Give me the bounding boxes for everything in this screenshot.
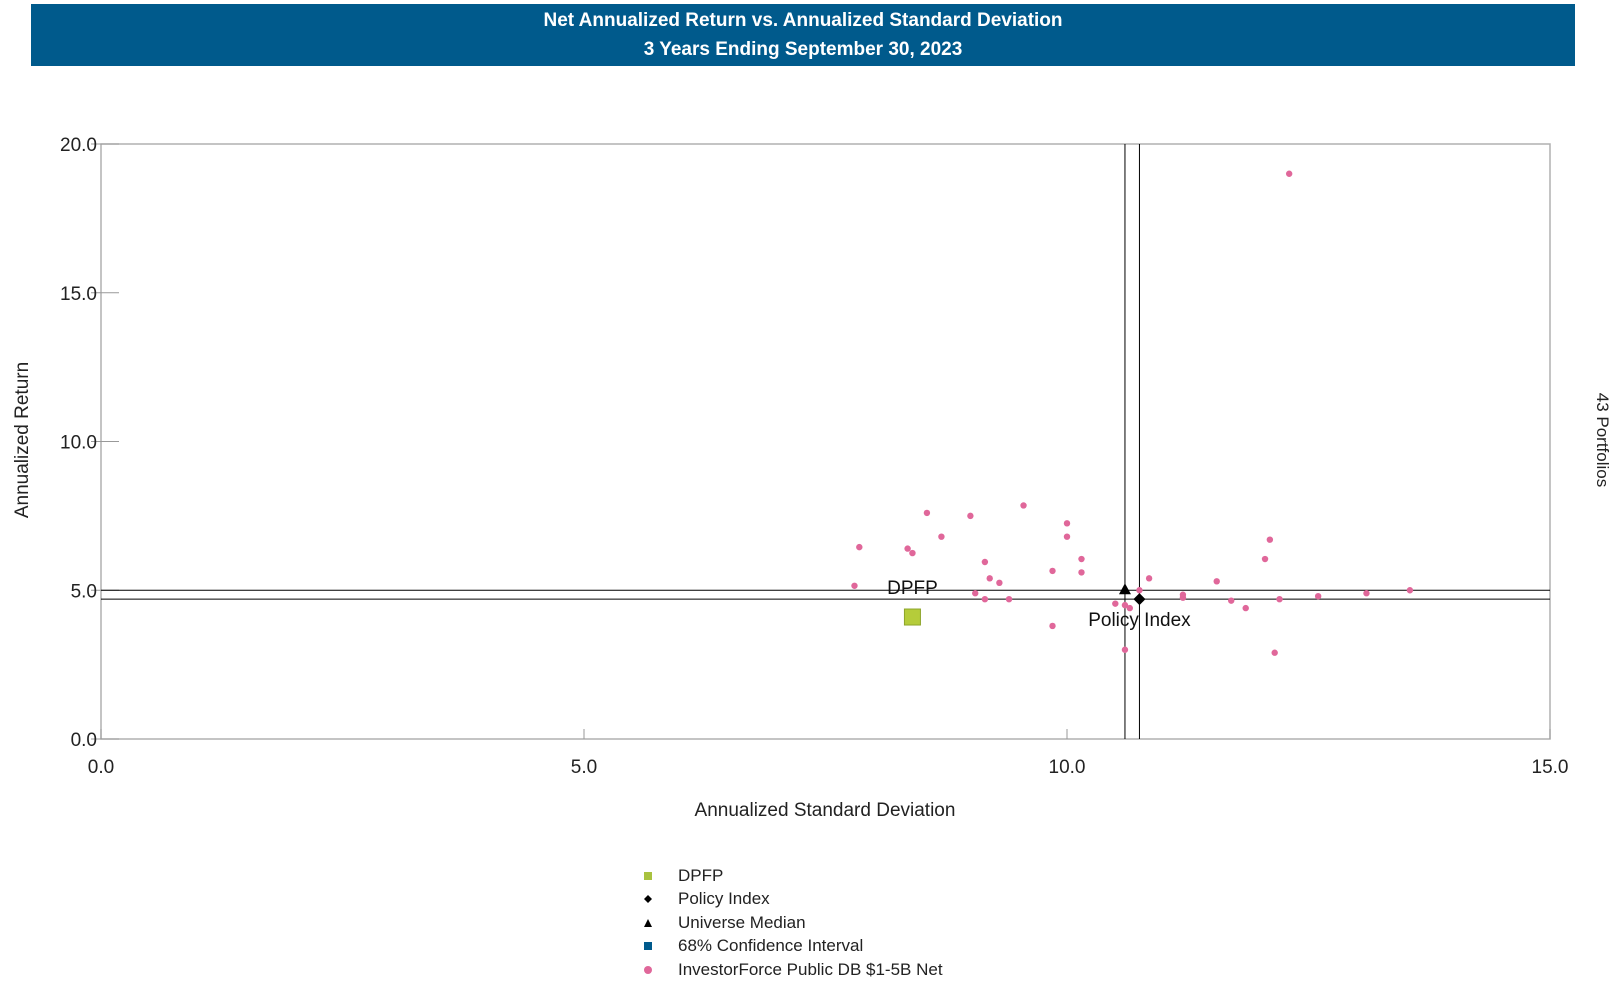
universe-point	[1363, 590, 1370, 597]
universe-median-marker	[1118, 583, 1131, 595]
policy-index-marker	[1133, 593, 1146, 606]
portfolio-count-label: 43 Portfolios	[1593, 393, 1612, 488]
y-tick-label: 20.0	[60, 135, 97, 156]
universe-point	[972, 590, 979, 597]
universe-point	[923, 509, 931, 517]
universe-point	[986, 575, 993, 582]
universe-point	[1020, 502, 1027, 509]
universe-point	[1261, 555, 1269, 563]
key-markers-layer: DPFP Policy Index	[887, 578, 1191, 631]
universe-point	[1276, 595, 1283, 603]
y-tick-label: 5.0	[71, 581, 97, 602]
y-tick-label: 10.0	[60, 433, 97, 454]
legend-item: 68% Confidence Interval	[638, 935, 943, 959]
legend-label: Universe Median	[678, 912, 806, 932]
triangle-marker-icon	[638, 916, 658, 930]
square-marker-icon	[638, 869, 658, 883]
universe-point	[1063, 533, 1071, 540]
universe-point	[1228, 597, 1235, 604]
chart-title-bar: Net Annualized Return vs. Annualized Sta…	[31, 4, 1575, 66]
legend-item: Policy Index	[638, 888, 943, 912]
policy-index-label: Policy Index	[1088, 610, 1191, 631]
x-tick-label: 10.0	[1049, 757, 1086, 778]
universe-points-layer	[851, 170, 1414, 656]
universe-point	[1078, 555, 1085, 563]
x-tick-label: 5.0	[571, 757, 597, 778]
universe-point	[1179, 594, 1187, 601]
universe-point	[1213, 578, 1220, 585]
universe-point	[1078, 569, 1085, 576]
universe-point	[981, 558, 989, 566]
x-axis-label: Annualized Standard Deviation	[695, 800, 956, 821]
y-tick-label: 0.0	[71, 730, 97, 751]
universe-point	[1271, 649, 1278, 656]
universe-point	[1126, 604, 1133, 612]
universe-point	[996, 579, 1003, 587]
scatter-chart: 0.0 5.0 10.0 15.0 20.0 0.0 5.0 10.0 15.0 DPFP Pol…	[12, 135, 1612, 821]
universe-point	[967, 512, 974, 520]
diamond-marker-icon	[638, 892, 658, 906]
universe-point	[1063, 520, 1071, 527]
universe-point	[1005, 595, 1013, 603]
y-axis-label: Annualized Return	[12, 362, 33, 518]
universe-point	[981, 595, 989, 603]
chart-legend: DPFP Policy Index Universe Median 68% Confi…	[638, 864, 943, 982]
universe-point	[1145, 575, 1153, 582]
universe-point	[1049, 622, 1056, 630]
legend-item: Universe Median	[638, 911, 943, 935]
universe-point	[1314, 593, 1322, 600]
legend-item: InvestorForce Public DB $1-5B Net	[638, 958, 943, 982]
square-marker-icon	[638, 939, 658, 953]
median-lines-layer	[101, 144, 1550, 739]
circle-marker-icon	[638, 963, 658, 977]
dpfp-label: DPFP	[887, 578, 938, 599]
universe-point	[851, 582, 858, 589]
chart-title: Net Annualized Return vs. Annualized Sta…	[543, 10, 1063, 31]
legend-label: 68% Confidence Interval	[678, 936, 864, 956]
universe-point	[1121, 601, 1129, 609]
universe-point	[1136, 587, 1143, 594]
legend-item: DPFP	[638, 864, 943, 888]
universe-point	[1406, 587, 1414, 594]
x-tick-label: 0.0	[88, 757, 114, 778]
x-tick-label: 15.0	[1532, 757, 1569, 778]
universe-point	[1285, 170, 1293, 177]
universe-point	[909, 549, 916, 557]
legend-label: Policy Index	[678, 889, 770, 909]
chart-subtitle: 3 Years Ending September 30, 2023	[643, 39, 963, 60]
universe-point	[1049, 567, 1056, 575]
legend-label: DPFP	[678, 865, 724, 885]
universe-point	[1121, 646, 1129, 653]
universe-point	[938, 533, 945, 540]
universe-point	[1242, 604, 1249, 612]
universe-point	[1266, 536, 1274, 543]
universe-point	[856, 543, 863, 551]
dpfp-marker	[903, 608, 921, 626]
legend-label: InvestorForce Public DB $1-5B Net	[678, 959, 943, 979]
universe-point	[904, 545, 911, 552]
y-tick-label: 15.0	[60, 284, 97, 305]
axis-layer: 0.0 5.0 10.0 15.0 20.0 0.0 5.0 10.0 15.0	[60, 135, 1568, 778]
universe-point	[1112, 600, 1119, 607]
plot-area	[101, 144, 1550, 739]
